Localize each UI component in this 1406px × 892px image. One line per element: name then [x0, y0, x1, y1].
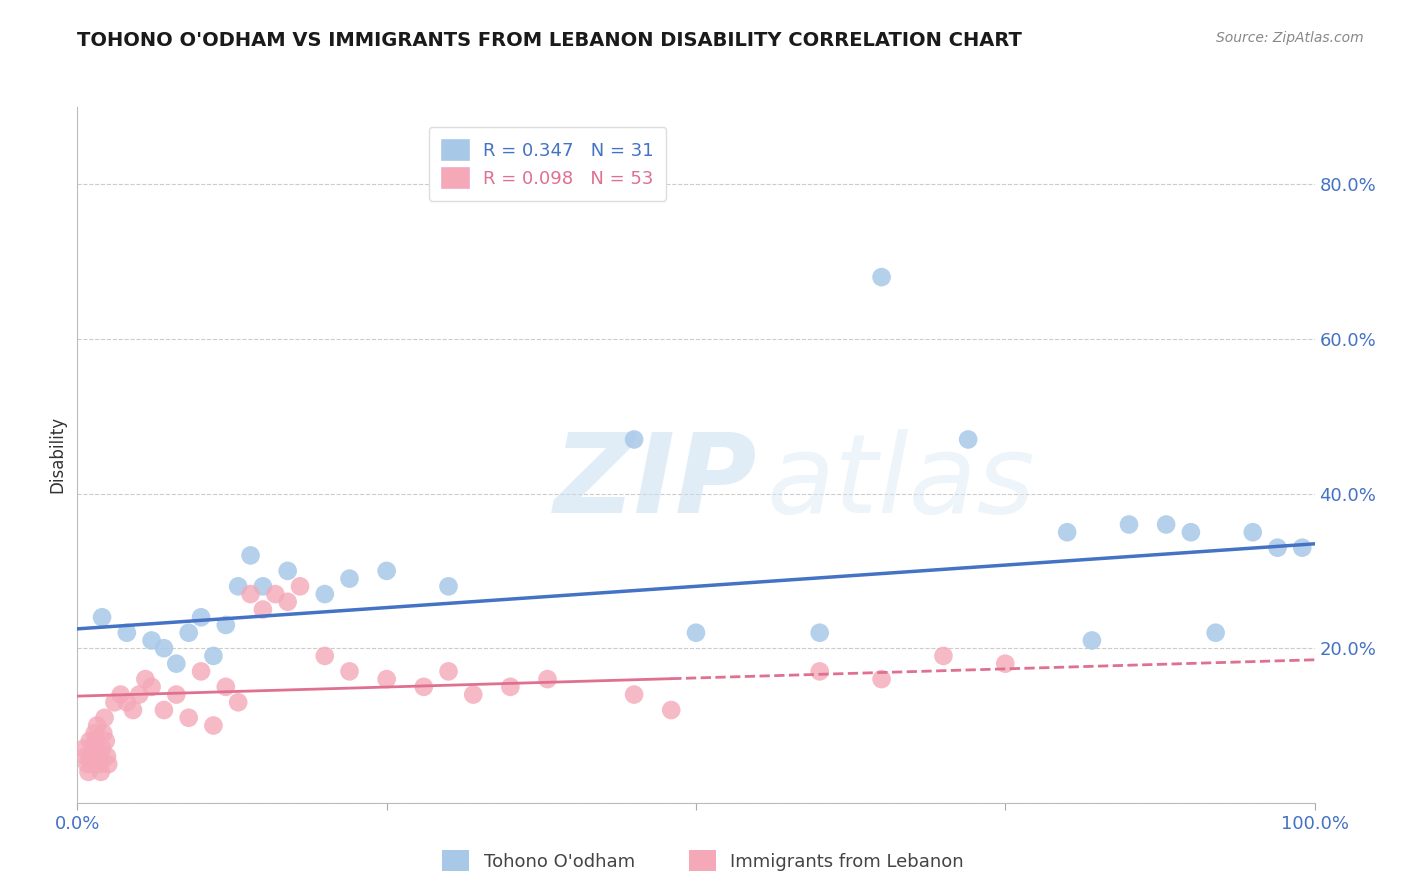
Point: [1081, 633, 1104, 648]
Point: [134, 672, 156, 686]
Point: [1291, 541, 1313, 555]
Point: [1118, 517, 1140, 532]
Point: [165, 657, 187, 671]
Point: [83, 726, 105, 740]
Legend: Tohono O'odham, Immigrants from Lebanon: Tohono O'odham, Immigrants from Lebanon: [434, 843, 972, 879]
Point: [91, 610, 114, 624]
Point: [103, 695, 125, 709]
Point: [685, 625, 707, 640]
Point: [375, 672, 398, 686]
Point: [1267, 541, 1289, 555]
Point: [239, 587, 262, 601]
Point: [153, 703, 176, 717]
Point: [339, 572, 361, 586]
Point: [659, 703, 682, 717]
Point: [80, 749, 103, 764]
Point: [128, 688, 150, 702]
Point: [226, 579, 249, 593]
Point: [437, 665, 460, 679]
Point: [932, 648, 955, 663]
Point: [91, 726, 114, 740]
Point: [808, 625, 831, 640]
Point: [115, 695, 138, 709]
Point: [89, 757, 111, 772]
Point: [72, 741, 94, 756]
Point: [536, 672, 558, 686]
Point: [264, 587, 287, 601]
Point: [1180, 525, 1202, 540]
Point: [252, 602, 274, 616]
Point: [463, 688, 485, 702]
Point: [1241, 525, 1264, 540]
Legend: R = 0.347   N = 31, R = 0.098   N = 53: R = 0.347 N = 31, R = 0.098 N = 53: [429, 127, 666, 201]
Point: [90, 764, 112, 779]
Point: [226, 695, 249, 709]
Point: [177, 625, 200, 640]
Point: [75, 749, 97, 764]
Text: Source: ZipAtlas.com: Source: ZipAtlas.com: [1216, 31, 1364, 45]
Point: [82, 741, 104, 756]
Point: [190, 610, 212, 624]
Point: [115, 625, 138, 640]
Point: [808, 665, 831, 679]
Point: [499, 680, 522, 694]
Point: [84, 734, 107, 748]
Point: [86, 718, 108, 732]
Point: [202, 718, 225, 732]
Point: [288, 579, 311, 593]
Point: [239, 549, 262, 563]
Point: [412, 680, 434, 694]
Point: [97, 757, 120, 772]
Point: [202, 648, 225, 663]
Point: [93, 711, 115, 725]
Y-axis label: Disability: Disability: [48, 417, 66, 493]
Point: [375, 564, 398, 578]
Point: [190, 665, 212, 679]
Point: [437, 579, 460, 593]
Point: [277, 595, 299, 609]
Point: [252, 579, 274, 593]
Point: [77, 764, 100, 779]
Point: [165, 688, 187, 702]
Point: [314, 587, 336, 601]
Text: atlas: atlas: [766, 429, 1035, 536]
Point: [339, 665, 361, 679]
Point: [141, 680, 163, 694]
Point: [76, 757, 98, 772]
Point: [94, 734, 117, 748]
Point: [277, 564, 299, 578]
Point: [141, 633, 163, 648]
Point: [91, 741, 114, 756]
Point: [623, 433, 645, 447]
Point: [870, 672, 893, 686]
Point: [1154, 517, 1177, 532]
Point: [994, 657, 1017, 671]
Text: TOHONO O'ODHAM VS IMMIGRANTS FROM LEBANON DISABILITY CORRELATION CHART: TOHONO O'ODHAM VS IMMIGRANTS FROM LEBANO…: [77, 31, 1022, 50]
Point: [82, 757, 104, 772]
Point: [79, 734, 101, 748]
Point: [870, 270, 893, 285]
Text: ZIP: ZIP: [554, 429, 758, 536]
Point: [96, 749, 118, 764]
Point: [314, 648, 336, 663]
Point: [215, 680, 238, 694]
Point: [623, 688, 645, 702]
Point: [957, 433, 980, 447]
Point: [1056, 525, 1078, 540]
Point: [1205, 625, 1227, 640]
Point: [87, 749, 110, 764]
Point: [110, 688, 132, 702]
Point: [177, 711, 200, 725]
Point: [122, 703, 145, 717]
Point: [215, 618, 238, 632]
Point: [153, 641, 176, 656]
